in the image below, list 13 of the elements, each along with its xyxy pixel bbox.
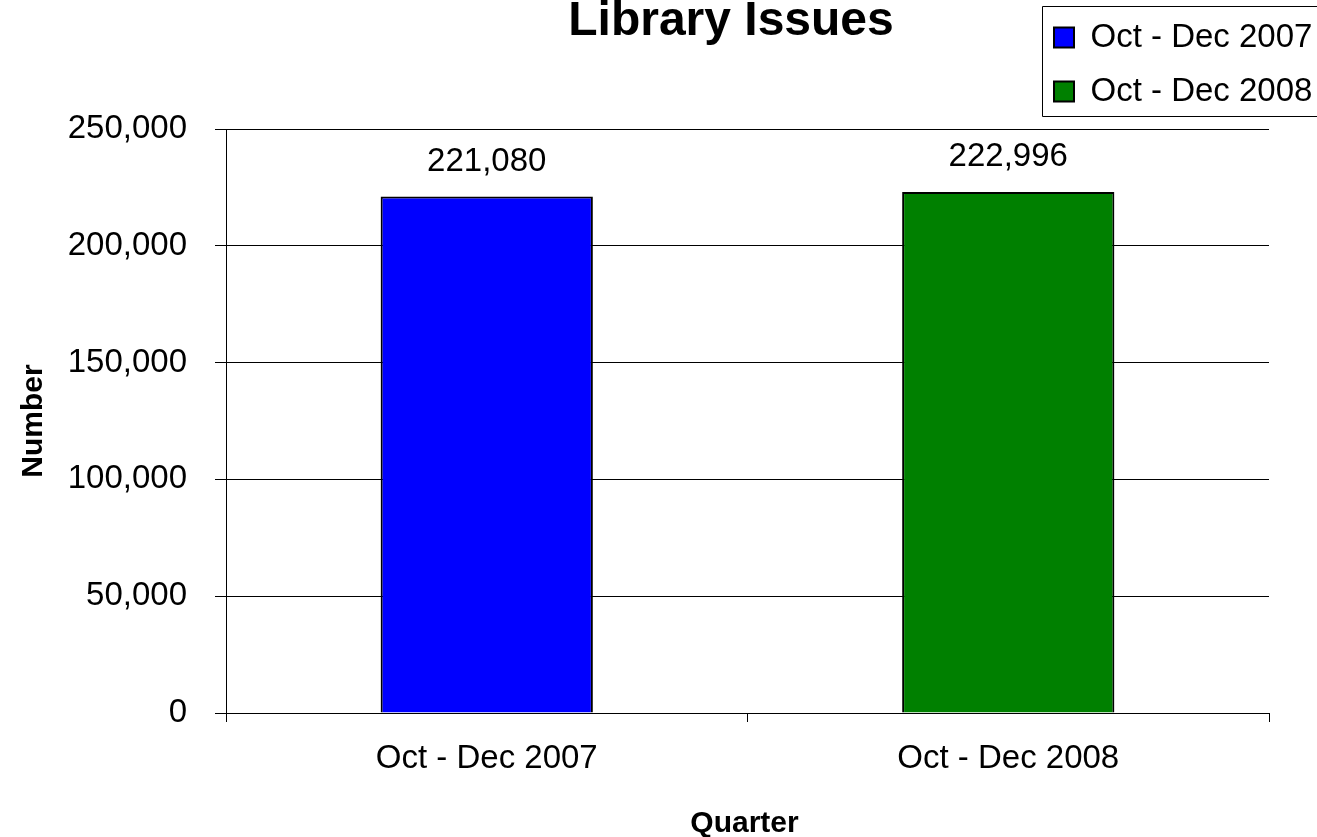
y-axis-title: Number xyxy=(15,364,49,478)
data-label: 221,080 xyxy=(427,140,547,178)
y-tick-label: 0 xyxy=(168,692,187,730)
chart-title: Library Issues xyxy=(568,0,894,45)
y-tick-label: 100,000 xyxy=(67,458,187,496)
y-tick-label: 50,000 xyxy=(86,575,187,613)
data-label: 222,996 xyxy=(948,136,1068,174)
x-axis-title: Quarter xyxy=(690,805,800,837)
y-tick-label: 200,000 xyxy=(67,224,187,262)
legend-label: Oct - Dec 2008 xyxy=(1090,70,1313,108)
y-tick-label: 150,000 xyxy=(67,341,187,379)
y-tick-label: 250,000 xyxy=(67,108,187,146)
legend-label: Oct - Dec 2007 xyxy=(1090,16,1313,54)
